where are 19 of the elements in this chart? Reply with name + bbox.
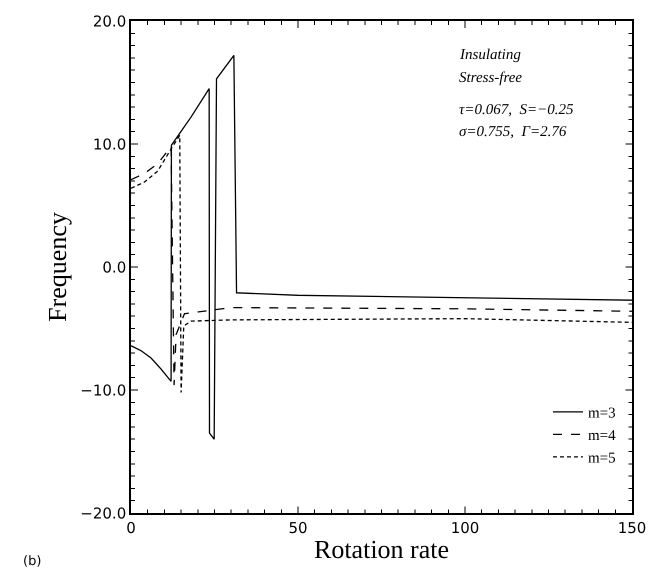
y-axis-title: Frequency: [43, 212, 72, 322]
y-tick-label: −20.0: [80, 504, 126, 522]
annotation: σ=0.755, Γ=2.76: [459, 124, 567, 140]
legend-label: m=5: [588, 450, 616, 467]
y-tick-label: 10.0: [92, 135, 126, 154]
x-tick-label: 100: [450, 518, 480, 537]
y-tick-label: 20.0: [92, 12, 126, 30]
x-axis-title: Rotation rate: [314, 534, 450, 564]
annotation: τ=0.067, S=−0.25: [459, 102, 574, 118]
legend-label: m=3: [588, 406, 616, 422]
annotation: Insulating: [459, 47, 522, 63]
x-tick-label: 0: [126, 518, 136, 537]
y-tick-label: 0.0: [102, 258, 126, 276]
annotation: Stress-free: [459, 70, 522, 86]
x-tick-label: 150: [618, 518, 646, 537]
legend-label: m=4: [588, 428, 616, 444]
x-tick-label: 50: [288, 518, 308, 537]
text: (b): [23, 554, 42, 569]
y-tick-label: −10.0: [80, 381, 126, 400]
